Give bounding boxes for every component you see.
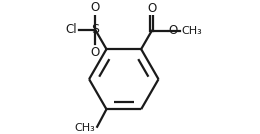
Text: Cl: Cl	[66, 23, 77, 36]
Text: S: S	[91, 23, 99, 36]
Text: O: O	[168, 24, 177, 37]
Text: O: O	[91, 1, 100, 14]
Text: CH₃: CH₃	[75, 123, 95, 133]
Text: O: O	[147, 1, 156, 14]
Text: O: O	[91, 46, 100, 59]
Text: CH₃: CH₃	[181, 26, 202, 36]
